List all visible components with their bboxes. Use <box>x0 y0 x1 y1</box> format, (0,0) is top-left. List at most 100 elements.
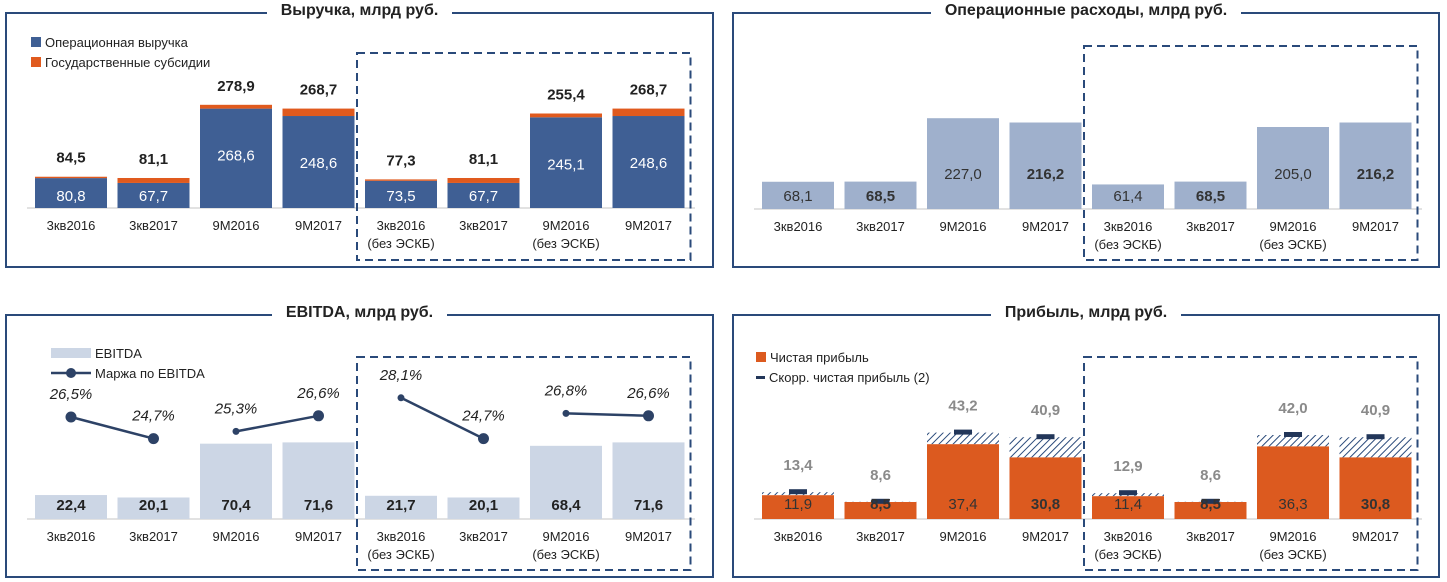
bar-value-label: 68,5 <box>1196 188 1225 205</box>
bar-value-label: 22,4 <box>56 497 86 514</box>
adjusted-profit-value-label: 13,4 <box>783 457 813 474</box>
x-tick-label: 3кв2016 <box>47 529 96 544</box>
bar-ebitda <box>35 495 107 519</box>
x-tick-label: 3кв2016 <box>377 218 426 233</box>
total-value-label: 278,9 <box>217 78 255 95</box>
x-tick-label: 3кв2017 <box>129 218 178 233</box>
bar-ebitda <box>117 497 190 519</box>
net-profit-value-label: 8,5 <box>1200 496 1221 513</box>
x-tick-label: 3кв2017 <box>1186 529 1235 544</box>
legend-item-subsidy: Государственные субсидии <box>31 52 210 72</box>
x-tick-label: 3кв2017 <box>459 529 508 544</box>
bar-adjustment-hatched <box>927 432 999 445</box>
bar-government-subsidy <box>530 113 602 118</box>
adjusted-profit-marker <box>1201 498 1220 504</box>
bar-ebitda <box>200 443 272 519</box>
x-tick-label: 9М2016 <box>1270 529 1317 544</box>
adjusted-profit-marker <box>1036 434 1055 440</box>
bar-value-label: 248,6 <box>630 155 668 172</box>
margin-point <box>478 433 489 445</box>
bar-opex <box>1339 122 1412 209</box>
net-profit-value-label: 11,9 <box>784 496 812 513</box>
margin-line-segment <box>565 412 649 418</box>
legend-item-margin: Маржа по EBITDA <box>51 363 205 383</box>
bar-net-profit <box>1257 446 1329 519</box>
x-tick-label: 9М2017 <box>1022 529 1069 544</box>
total-value-label: 81,1 <box>469 151 498 168</box>
profit-legend: Чистая прибыль Скорр. чистая прибыль (2) <box>756 347 930 387</box>
margin-value-label: 26,5% <box>49 386 93 403</box>
bar-value-label: 216,2 <box>1027 166 1065 183</box>
bar-value-label: 248,6 <box>300 155 338 172</box>
x-tick-label: (без ЭСКБ) <box>367 236 434 251</box>
excluding-eskb-highlight-box <box>356 52 692 261</box>
bar-value-label: 71,6 <box>304 497 333 514</box>
x-tick-label: 9М2016 <box>543 218 590 233</box>
x-tick-label: 3кв2016 <box>377 529 426 544</box>
revenue-title: Выручка, млрд руб. <box>266 2 453 19</box>
revenue-panel: Выручка, млрд руб. Операционная выручка … <box>5 2 714 268</box>
adjusted-profit-marker <box>1366 434 1385 440</box>
legend-swatch-subsidy <box>31 57 41 67</box>
bar-ebitda <box>612 442 685 519</box>
margin-value-label: 26,8% <box>544 382 588 399</box>
bar-ebitda <box>530 445 602 519</box>
bar-operational-revenue <box>117 182 190 208</box>
total-value-label: 268,7 <box>300 82 338 99</box>
x-tick-label: (без ЭСКБ) <box>1259 547 1326 562</box>
x-tick-label: 3кв2016 <box>774 529 823 544</box>
x-tick-label: 9М2016 <box>940 219 987 234</box>
legend-swatch-operational <box>31 37 41 47</box>
adjusted-profit-marker <box>954 429 972 435</box>
bar-value-label: 21,7 <box>386 497 415 514</box>
margin-point <box>313 410 324 422</box>
margin-value-label: 25,3% <box>214 400 258 417</box>
net-profit-value-label: 11,4 <box>1114 496 1142 513</box>
profit-panel: Прибыль, млрд руб. Чистая прибыль Скорр.… <box>732 304 1440 578</box>
bar-opex <box>844 181 917 209</box>
x-tick-label: 9М2017 <box>295 218 342 233</box>
net-profit-value-label: 30,8 <box>1031 496 1060 513</box>
x-tick-label: 3кв2016 <box>47 218 96 233</box>
bar-government-subsidy <box>612 108 685 117</box>
margin-value-label: 24,7% <box>461 408 505 425</box>
x-tick-label: (без ЭСКБ) <box>532 236 599 251</box>
bar-adjustment-hatched <box>1009 437 1082 458</box>
margin-value-label: 26,6% <box>296 385 340 402</box>
opex-panel: Операционные расходы, млрд руб. 3кв2016 3… <box>732 2 1440 268</box>
bar-ebitda <box>282 442 355 519</box>
bar-value-label: 67,7 <box>139 188 168 205</box>
bar-government-subsidy <box>282 108 355 117</box>
bar-value-label: 61,4 <box>1113 188 1142 205</box>
x-tick-label: 3кв2016 <box>774 219 823 234</box>
x-tick-label: 3кв2017 <box>856 219 905 234</box>
bar-net-profit <box>762 495 834 519</box>
legend-swatch-net-profit <box>756 352 766 362</box>
margin-line-segment <box>400 396 485 440</box>
bar-net-profit <box>1174 502 1247 519</box>
total-value-label: 81,1 <box>139 151 168 168</box>
x-tick-label: (без ЭСКБ) <box>1094 237 1161 252</box>
bar-opex <box>1009 122 1082 209</box>
revenue-chart: 3кв2016 3кв2017 9М2016 9М2017 3кв2016 (без ЭС… <box>27 52 695 261</box>
adjusted-profit-marker <box>1119 490 1137 496</box>
bar-ebitda <box>365 495 437 519</box>
bar-value-label: 205,0 <box>1274 166 1312 183</box>
adjusted-profit-marker <box>789 489 807 495</box>
bar-government-subsidy <box>35 176 107 179</box>
excluding-eskb-highlight-box <box>1083 45 1419 261</box>
bar-value-label: 67,7 <box>469 188 498 205</box>
bar-opex <box>927 118 999 209</box>
margin-point <box>643 410 654 422</box>
net-profit-value-label: 36,3 <box>1278 496 1307 513</box>
bar-government-subsidy <box>447 177 520 183</box>
bar-operational-revenue <box>282 116 355 208</box>
margin-value-label: 24,7% <box>131 408 175 425</box>
bar-net-profit <box>927 444 999 519</box>
bar-value-label: 73,5 <box>386 188 415 205</box>
opex-chart: 3кв2016 3кв2017 9М2016 9М2017 3кв2016 (без ЭС… <box>754 45 1422 261</box>
net-profit-value-label: 30,8 <box>1361 496 1390 513</box>
x-tick-label: (без ЭСКБ) <box>367 547 434 562</box>
margin-line-segment <box>70 415 154 440</box>
profit-chart: 3кв2016 3кв2017 9М2016 9М2017 3кв2016 (без ЭС… <box>754 356 1422 571</box>
